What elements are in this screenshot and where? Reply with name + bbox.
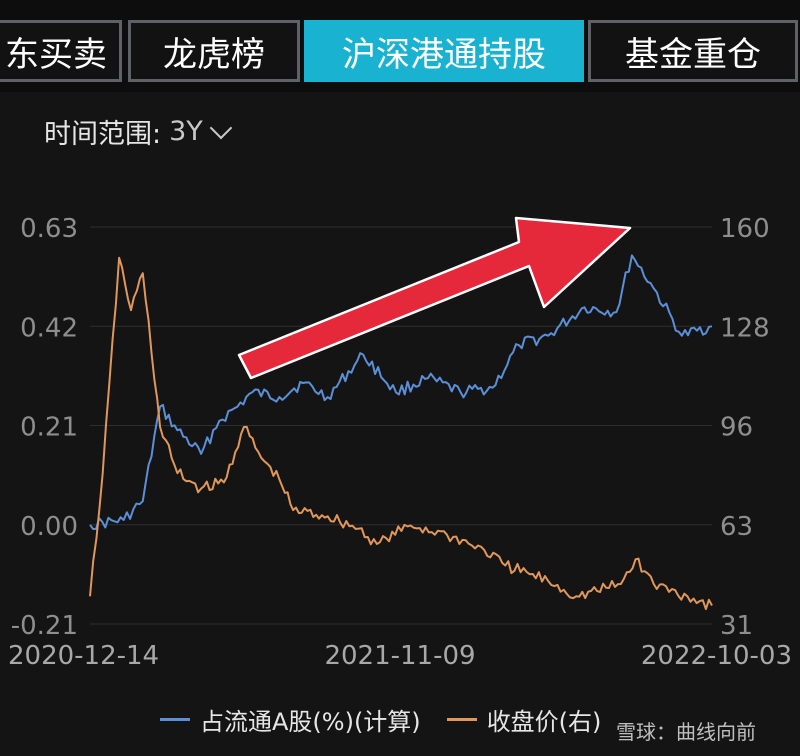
y-right-tick-label: 31	[720, 611, 753, 641]
chart-legend: 占流通A股(%)(计算) 收盘价(右)	[160, 702, 627, 737]
y-left-tick-label: -0.21	[11, 611, 78, 641]
holdings-chart: 0.63 160 0.42 128 0.21 96 0.00 63 -0.21 31 2020-12…	[8, 214, 792, 671]
time-range-selector[interactable]: 时间范围: 3Y	[44, 112, 233, 151]
legend-item-price: 收盘价(右)	[446, 702, 602, 737]
tab-trades[interactable]: 东买卖	[0, 20, 122, 82]
time-range-label: 时间范围:	[44, 119, 162, 150]
y-right-tick-label: 96	[720, 413, 753, 443]
y-right-tick-label: 160	[720, 214, 770, 244]
tab-label: 东买卖	[5, 34, 107, 75]
x-tick-label: 2020-12-14	[8, 641, 159, 671]
watermark: 雪球：曲线向前	[616, 716, 756, 745]
x-tick-label: 2021-11-09	[324, 641, 475, 671]
trend-arrow-icon	[237, 216, 632, 380]
tab-label: 龙虎榜	[163, 34, 265, 75]
tab-dragon-tiger[interactable]: 龙虎榜	[128, 20, 300, 82]
legend-swatch	[160, 718, 190, 721]
time-range-value: 3Y	[169, 116, 203, 147]
y-right-tick-label: 63	[720, 512, 753, 542]
legend-item-holdings: 占流通A股(%)(计算)	[160, 702, 421, 737]
x-tick-label: 2022-10-03	[641, 641, 792, 671]
tab-bar: 东买卖 龙虎榜 沪深港通持股 基金重仓	[0, 0, 800, 92]
watermark-text: 雪球：曲线向前	[616, 720, 756, 744]
y-left-tick-label: 0.42	[20, 313, 78, 343]
y-left-tick-label: 0.63	[20, 214, 78, 244]
tab-fund-holdings[interactable]: 基金重仓	[588, 20, 798, 82]
legend-label: 占流通A股(%)(计算)	[200, 708, 421, 736]
series-line-holdings	[89, 254, 713, 530]
y-left-tick-label: 0.00	[20, 512, 78, 542]
y-left-tick-label: 0.21	[20, 413, 78, 443]
legend-swatch	[446, 718, 477, 721]
tab-label: 基金重仓	[625, 34, 761, 75]
y-right-tick-label: 128	[720, 313, 770, 343]
tab-hk-connect[interactable]: 沪深港通持股	[304, 20, 584, 82]
tab-label: 沪深港通持股	[342, 34, 546, 75]
legend-label: 收盘价(右)	[486, 708, 602, 736]
series-line-price	[89, 256, 713, 611]
